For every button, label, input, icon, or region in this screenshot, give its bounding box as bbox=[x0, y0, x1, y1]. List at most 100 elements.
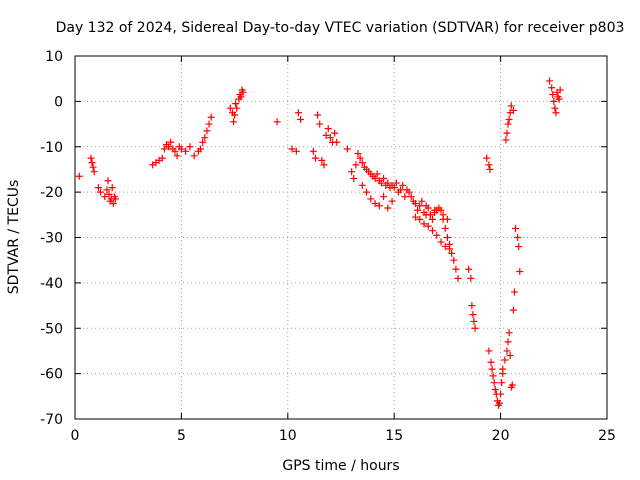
data-point bbox=[103, 186, 111, 194]
data-point bbox=[75, 172, 83, 180]
data-point bbox=[94, 184, 102, 192]
x-axis-label: GPS time / hours bbox=[282, 458, 399, 474]
data-point bbox=[469, 311, 477, 319]
data-points bbox=[75, 77, 564, 409]
data-point bbox=[437, 238, 445, 246]
data-point bbox=[548, 84, 556, 92]
data-point bbox=[420, 220, 428, 228]
data-point bbox=[468, 302, 476, 310]
data-point bbox=[450, 256, 458, 264]
data-point bbox=[292, 147, 300, 155]
data-point bbox=[429, 215, 437, 223]
data-point bbox=[165, 143, 173, 151]
data-point bbox=[352, 161, 360, 169]
data-point bbox=[111, 195, 119, 203]
data-point bbox=[88, 159, 96, 167]
data-point bbox=[485, 347, 493, 355]
grid bbox=[75, 56, 607, 419]
data-point bbox=[433, 231, 441, 239]
data-point bbox=[205, 120, 213, 128]
data-point bbox=[435, 204, 443, 212]
data-point bbox=[497, 390, 505, 398]
data-point bbox=[405, 188, 413, 196]
data-point bbox=[448, 249, 456, 257]
axis-ticks: 0 5 10 15 20 25 10 0 -10 -20 -30 -40 -50 -60 -70 bbox=[40, 49, 616, 444]
data-point bbox=[489, 372, 497, 380]
data-point bbox=[441, 224, 449, 232]
data-point bbox=[207, 113, 215, 121]
data-point bbox=[470, 317, 478, 325]
data-point bbox=[377, 179, 385, 187]
data-point bbox=[354, 150, 362, 158]
data-point bbox=[371, 199, 379, 207]
data-point bbox=[324, 125, 332, 133]
data-point bbox=[375, 202, 383, 210]
data-point bbox=[509, 306, 517, 314]
data-point bbox=[190, 152, 198, 160]
data-point bbox=[503, 129, 511, 137]
data-point bbox=[373, 170, 381, 178]
data-point bbox=[516, 268, 524, 276]
data-point bbox=[186, 143, 194, 151]
data-point bbox=[348, 168, 356, 176]
data-point bbox=[273, 118, 281, 126]
x-tick-label: 25 bbox=[598, 428, 616, 444]
data-point bbox=[505, 116, 513, 124]
data-point bbox=[226, 104, 234, 112]
data-point bbox=[363, 188, 371, 196]
data-point bbox=[467, 274, 475, 282]
data-point bbox=[499, 365, 507, 373]
data-point bbox=[326, 134, 334, 142]
data-point bbox=[358, 181, 366, 189]
data-point bbox=[515, 243, 523, 251]
data-point bbox=[510, 288, 518, 296]
data-point bbox=[333, 138, 341, 146]
x-tick-label: 0 bbox=[71, 428, 80, 444]
data-point bbox=[446, 240, 454, 248]
y-tick-label: -50 bbox=[40, 321, 63, 337]
data-point bbox=[550, 97, 558, 105]
data-point bbox=[316, 120, 324, 128]
data-point bbox=[108, 184, 116, 192]
data-point bbox=[294, 109, 302, 117]
data-point bbox=[177, 145, 185, 153]
data-point bbox=[414, 206, 422, 214]
data-point bbox=[507, 102, 515, 110]
x-tick-label: 5 bbox=[177, 428, 186, 444]
data-point bbox=[322, 131, 330, 139]
data-point bbox=[501, 356, 509, 364]
data-point bbox=[167, 138, 175, 146]
data-point bbox=[502, 136, 510, 144]
data-point bbox=[392, 179, 400, 187]
x-tick-label: 20 bbox=[492, 428, 510, 444]
data-point bbox=[371, 175, 379, 183]
data-point bbox=[397, 186, 405, 194]
data-point bbox=[384, 179, 392, 187]
data-point bbox=[367, 195, 375, 203]
y-tick-label: 0 bbox=[54, 94, 63, 110]
data-point bbox=[384, 204, 392, 212]
x-tick-label: 10 bbox=[279, 428, 297, 444]
data-point bbox=[546, 77, 554, 85]
data-point bbox=[201, 134, 209, 142]
x-tick-label: 15 bbox=[385, 428, 403, 444]
data-point bbox=[320, 161, 328, 169]
data-point bbox=[89, 163, 97, 171]
data-point bbox=[439, 211, 447, 219]
data-point bbox=[483, 154, 491, 162]
data-point bbox=[237, 93, 245, 101]
data-point bbox=[199, 138, 207, 146]
data-point bbox=[411, 213, 419, 221]
data-point bbox=[309, 147, 317, 155]
data-point bbox=[182, 147, 190, 155]
data-point bbox=[399, 181, 407, 189]
data-point bbox=[314, 111, 322, 119]
data-point bbox=[390, 184, 398, 192]
data-point bbox=[230, 118, 238, 126]
data-point bbox=[508, 381, 516, 389]
data-point bbox=[418, 197, 426, 205]
data-point bbox=[109, 199, 117, 207]
data-point bbox=[233, 104, 241, 112]
data-point bbox=[429, 227, 437, 235]
data-point bbox=[556, 86, 564, 94]
